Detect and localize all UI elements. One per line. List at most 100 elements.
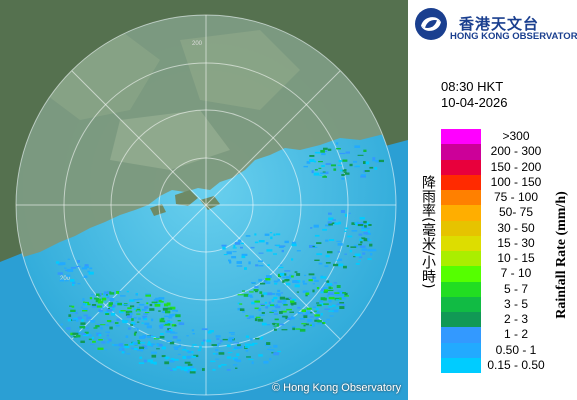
rain-echo-cell: [319, 303, 325, 306]
rain-echo-cell: [305, 311, 311, 315]
legend-label: 10 - 15: [497, 251, 535, 265]
rain-echo-cell: [101, 341, 106, 344]
rain-echo-cell: [309, 155, 315, 157]
rain-echo-cell: [228, 337, 235, 340]
rain-echo-cell: [124, 344, 129, 346]
rain-echo-cell: [276, 244, 280, 247]
rain-echo-cell: [212, 368, 216, 371]
rain-echo-cell: [182, 349, 187, 351]
rain-echo-cell: [337, 164, 343, 166]
rain-echo-cell: [129, 343, 134, 346]
legend-title-english: Rainfall Rate (mm/h): [554, 191, 570, 319]
rain-echo-cell: [174, 324, 177, 327]
rain-echo-cell: [129, 305, 135, 308]
legend-label: 150 - 200: [490, 159, 542, 174]
rain-echo-cell: [260, 282, 266, 285]
rain-echo-cell: [372, 157, 376, 161]
legend-swatch: [441, 235, 481, 251]
rain-echo-cell: [251, 361, 254, 365]
rain-echo-cell: [343, 265, 347, 269]
rain-echo-cell: [81, 267, 88, 270]
legend-label: >300: [502, 129, 530, 143]
rain-echo-cell: [325, 224, 331, 227]
rain-echo-cell: [192, 333, 195, 335]
legend-label: 2 - 3: [503, 312, 528, 326]
rain-echo-cell: [106, 295, 110, 299]
rain-echo-cell: [332, 219, 336, 221]
rain-echo-cell: [265, 242, 269, 245]
rain-echo-cell: [111, 312, 116, 316]
rain-echo-cell: [354, 166, 360, 168]
rain-echo-cell: [332, 222, 336, 224]
rain-echo-cell: [282, 299, 287, 303]
rain-echo-cell: [245, 343, 251, 346]
rain-echo-cell: [314, 259, 320, 261]
rain-echo-cell: [320, 275, 323, 277]
rain-echo-cell: [156, 348, 160, 350]
rain-echo-cell: [343, 295, 349, 297]
rain-echo-cell: [316, 302, 320, 305]
rain-echo-cell: [359, 245, 366, 248]
rain-echo-cell: [361, 248, 367, 251]
rain-echo-cell: [236, 261, 242, 264]
rain-echo-cell: [307, 319, 313, 322]
rain-echo-cell: [215, 358, 220, 360]
rain-echo-cell: [66, 327, 71, 330]
rain-echo-cell: [151, 336, 156, 338]
rain-echo-cell: [249, 291, 254, 293]
rain-echo-cell: [259, 291, 263, 294]
rain-echo-cell: [239, 303, 243, 305]
rain-echo-cell: [93, 327, 98, 329]
rain-echo-cell: [351, 222, 356, 225]
rain-echo-cell: [159, 326, 163, 329]
rain-echo-cell: [250, 338, 253, 341]
radar-map[interactable]: 200 200: [0, 0, 408, 400]
rain-echo-cell: [258, 265, 264, 267]
rain-echo-cell: [77, 260, 80, 263]
rain-echo-cell: [297, 306, 301, 309]
rain-echo-cell: [353, 244, 359, 248]
rain-echo-cell: [210, 360, 216, 363]
rain-echo-cell: [108, 338, 112, 342]
rain-echo-cell: [98, 310, 103, 313]
rain-echo-cell: [91, 305, 97, 308]
rain-echo-cell: [330, 287, 333, 289]
rain-echo-cell: [178, 344, 181, 347]
rain-echo-cell: [143, 359, 147, 363]
rain-echo-cell: [286, 308, 292, 311]
rain-echo-cell: [259, 314, 265, 316]
rain-echo-cell: [154, 302, 158, 305]
rain-echo-cell: [139, 356, 143, 359]
rain-echo-cell: [271, 309, 277, 313]
rain-echo-cell: [169, 360, 174, 363]
rain-echo-cell: [269, 346, 272, 348]
rain-echo-cell: [313, 224, 319, 228]
rain-echo-cell: [125, 313, 130, 316]
ring-label-southwest: 200: [60, 276, 71, 282]
rain-echo-cell: [261, 294, 264, 298]
rain-echo-cell: [126, 290, 129, 293]
ring-label-north: 200: [192, 41, 203, 47]
rain-echo-cell: [173, 346, 180, 348]
rain-echo-cell: [320, 291, 324, 294]
legend-color-scale: [441, 129, 481, 373]
rain-echo-cell: [336, 142, 339, 145]
rain-echo-cell: [283, 304, 288, 306]
rain-echo-cell: [97, 347, 104, 350]
rain-echo-cell: [77, 283, 81, 285]
rain-echo-cell: [303, 282, 308, 285]
rain-echo-cell: [282, 302, 287, 305]
rain-echo-cell: [338, 221, 342, 225]
rain-echo-cell: [272, 322, 276, 326]
rain-echo-cell: [159, 320, 166, 323]
rain-echo-cell: [374, 167, 378, 170]
rain-echo-cell: [275, 233, 281, 236]
rain-echo-cell: [319, 174, 323, 176]
rain-echo-cell: [327, 292, 334, 296]
rain-echo-cell: [100, 324, 106, 326]
rain-echo-cell: [324, 265, 329, 268]
rain-echo-cell: [319, 300, 323, 303]
rain-echo-cell: [161, 317, 165, 320]
rain-echo-cell: [86, 327, 89, 329]
legend-title-english-container: Rainfall Rate (mm/h): [550, 130, 574, 380]
